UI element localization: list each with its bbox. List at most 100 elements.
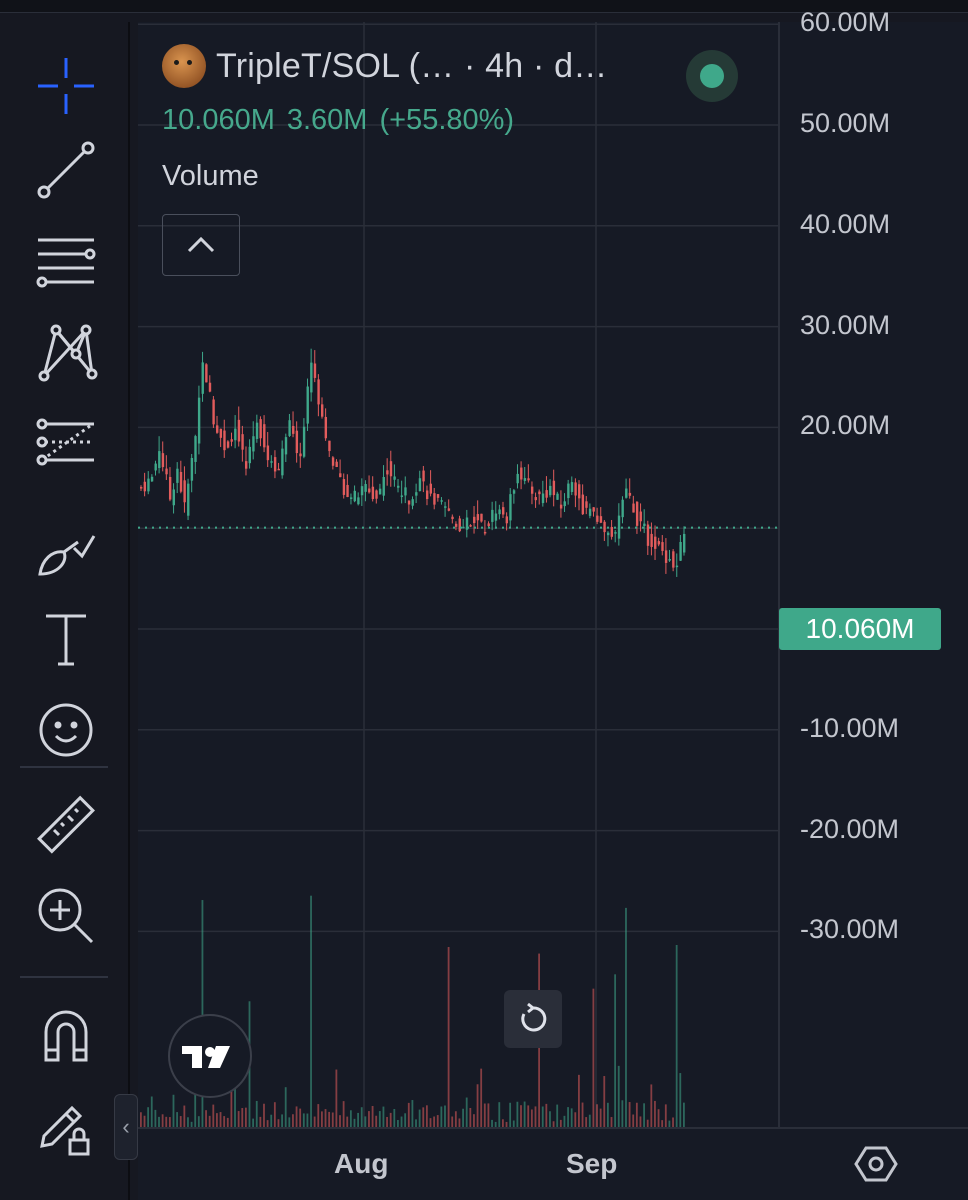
- volume-bar: [378, 1111, 381, 1128]
- candle-body: [353, 490, 356, 502]
- candle-body: [324, 416, 328, 439]
- candle-body: [534, 497, 537, 501]
- volume-bar: [158, 1116, 160, 1128]
- candle-body: [505, 516, 509, 524]
- candle-body: [161, 453, 165, 468]
- brush-icon[interactable]: [28, 512, 104, 588]
- volume-bar: [487, 1103, 490, 1128]
- price-change-row: 10.060M 3.60M (+55.80%): [162, 104, 526, 137]
- emoji-icon[interactable]: [28, 692, 104, 768]
- chart-area[interactable]: TripleT/SOL (… · 4h · d… 10.060M 3.60M (+5…: [138, 7, 968, 1200]
- candle-body: [212, 399, 215, 425]
- candle-body: [563, 501, 566, 507]
- price-chart[interactable]: [138, 22, 968, 1200]
- volume-bar: [190, 1121, 193, 1128]
- candle-body: [415, 492, 418, 496]
- volume-bar: [389, 1112, 392, 1128]
- volume-bar: [491, 1119, 493, 1128]
- candle-body: [389, 461, 393, 477]
- reset-chart-button[interactable]: [504, 990, 562, 1048]
- volume-bar: [212, 1104, 215, 1128]
- drawing-toolbar: [0, 22, 130, 1200]
- candle-body: [244, 461, 248, 469]
- volume-bar: [147, 1107, 150, 1128]
- volume-bar: [433, 1116, 436, 1128]
- volume-bar: [205, 1110, 207, 1128]
- volume-bar: [657, 1109, 660, 1128]
- candle-body: [270, 461, 273, 463]
- volume-bar: [197, 1116, 200, 1128]
- candle-body: [480, 513, 483, 522]
- candle-body: [646, 524, 650, 546]
- magnet-icon[interactable]: [28, 996, 104, 1072]
- volume-bar: [292, 1114, 294, 1128]
- market-status-indicator[interactable]: [686, 50, 738, 102]
- candle-body: [313, 363, 317, 378]
- candle-body: [255, 422, 259, 439]
- volume-bar: [617, 1065, 620, 1128]
- candle-body: [661, 542, 664, 551]
- candle-body: [252, 436, 255, 452]
- volume-bar: [407, 1102, 410, 1128]
- candle-body: [538, 491, 541, 495]
- candle-body: [454, 523, 458, 527]
- symbol-title[interactable]: TripleT/SOL (… · 4h · d…: [216, 46, 608, 85]
- volume-bar: [411, 1100, 414, 1128]
- volume-bar: [516, 1101, 519, 1128]
- horizontal-lines-icon[interactable]: [28, 222, 104, 298]
- volume-bar: [625, 907, 627, 1128]
- crosshair-icon[interactable]: [28, 48, 104, 124]
- candle-body: [567, 483, 570, 499]
- volume-bar: [397, 1120, 399, 1128]
- fib-retracement-icon[interactable]: [28, 406, 104, 482]
- text-icon[interactable]: [28, 600, 104, 676]
- candle-body: [447, 508, 451, 511]
- candle-body: [404, 487, 407, 496]
- volume-bar: [596, 1104, 598, 1128]
- candle-body: [527, 478, 530, 481]
- candle-body: [378, 488, 382, 495]
- zoom-in-icon[interactable]: [28, 878, 104, 954]
- volume-bar: [288, 1117, 291, 1128]
- change-percent: (+55.80%): [379, 104, 515, 136]
- candle-body: [599, 516, 603, 523]
- volume-indicator-label[interactable]: Volume: [162, 160, 259, 192]
- ruler-icon[interactable]: [28, 788, 104, 864]
- candle-body: [165, 468, 168, 475]
- volume-bar: [635, 1102, 638, 1128]
- volume-bar: [281, 1114, 283, 1128]
- volume-bar: [346, 1116, 349, 1128]
- candle-body: [458, 518, 461, 532]
- candle-body: [621, 499, 624, 518]
- collapse-toolbar-button[interactable]: ‹: [114, 1094, 138, 1160]
- volume-bar: [668, 1120, 671, 1128]
- volume-bar: [226, 1117, 229, 1128]
- candle-body: [205, 364, 208, 383]
- price-scale-label: -30.00M: [800, 914, 900, 945]
- candle-body: [650, 533, 653, 547]
- last-price-badge: 10.060M: [779, 608, 941, 650]
- candlestick-series: [140, 348, 686, 577]
- volume-bar: [654, 1100, 656, 1128]
- tradingview-logo[interactable]: [168, 1014, 252, 1098]
- candle-body: [335, 461, 338, 468]
- candle-body: [284, 437, 288, 455]
- volume-bar: [216, 1113, 218, 1128]
- candle-body: [476, 514, 480, 521]
- candle-body: [183, 480, 186, 503]
- volume-bar: [650, 1084, 653, 1128]
- volume-bar: [585, 1117, 588, 1128]
- trend-line-icon[interactable]: [28, 132, 104, 208]
- candle-body: [386, 470, 389, 475]
- candle-body: [440, 500, 443, 502]
- volume-bar: [168, 1117, 171, 1128]
- pattern-icon[interactable]: [28, 314, 104, 390]
- volume-bar: [284, 1087, 287, 1128]
- candle-body: [339, 473, 342, 478]
- candle-body: [498, 509, 501, 515]
- candle-body: [328, 440, 331, 452]
- volume-bar: [335, 1069, 338, 1128]
- lock-drawing-icon[interactable]: [28, 1090, 104, 1166]
- collapse-legend-button[interactable]: [162, 214, 240, 276]
- settings-icon[interactable]: [850, 1138, 902, 1190]
